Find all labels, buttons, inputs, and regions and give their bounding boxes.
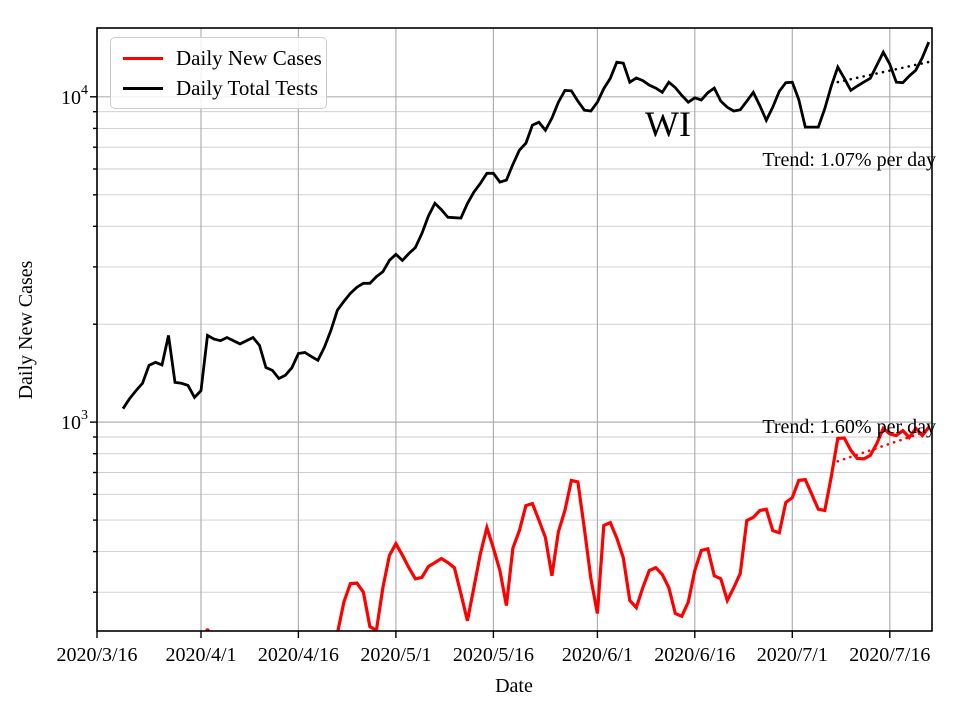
x-tick-label: 2020/5/1 bbox=[360, 644, 431, 666]
y-tick-label: 104 bbox=[61, 83, 88, 109]
series-layer bbox=[121, 41, 931, 631]
legend: Daily New Cases Daily Total Tests bbox=[110, 37, 327, 109]
legend-item-tests: Daily Total Tests bbox=[123, 75, 319, 101]
legend-label-cases: Daily New Cases bbox=[176, 45, 322, 70]
series-line bbox=[121, 41, 931, 410]
cases-line-swatch bbox=[123, 56, 163, 60]
tests-line-swatch bbox=[123, 86, 163, 90]
x-tick-label: 2020/4/16 bbox=[258, 644, 339, 666]
cases-trend-label: Trend: 1.60% per day bbox=[762, 416, 936, 438]
legend-label-tests: Daily Total Tests bbox=[176, 75, 319, 100]
tests-trend bbox=[836, 60, 931, 84]
x-tick-label: 2020/5/16 bbox=[453, 644, 534, 666]
x-tick-label: 2020/7/16 bbox=[849, 644, 930, 666]
state-annotation: WI bbox=[645, 104, 691, 144]
x-tick-label: 2020/4/1 bbox=[165, 644, 236, 666]
series-line bbox=[336, 425, 931, 631]
axes: 2020/3/16 2020/4/1 2020/4/16 2020/5/1 2020/5… bbox=[56, 83, 930, 666]
x-tick-label: 2020/7/1 bbox=[757, 644, 828, 666]
tests-trend-label: Trend: 1.07% per day bbox=[762, 149, 936, 171]
y-axis-title: Daily New Cases bbox=[15, 260, 37, 399]
plot-border bbox=[96, 27, 933, 632]
x-tick-label: 2020/3/16 bbox=[56, 644, 137, 666]
cases-trend bbox=[836, 429, 931, 463]
legend-item-cases: Daily New Cases bbox=[123, 45, 322, 71]
y-tick-label: 103 bbox=[61, 408, 88, 434]
x-tick-label: 2020/6/1 bbox=[562, 644, 633, 666]
x-axis-title: Date bbox=[495, 675, 533, 697]
x-tick-label: 2020/6/16 bbox=[654, 644, 735, 666]
